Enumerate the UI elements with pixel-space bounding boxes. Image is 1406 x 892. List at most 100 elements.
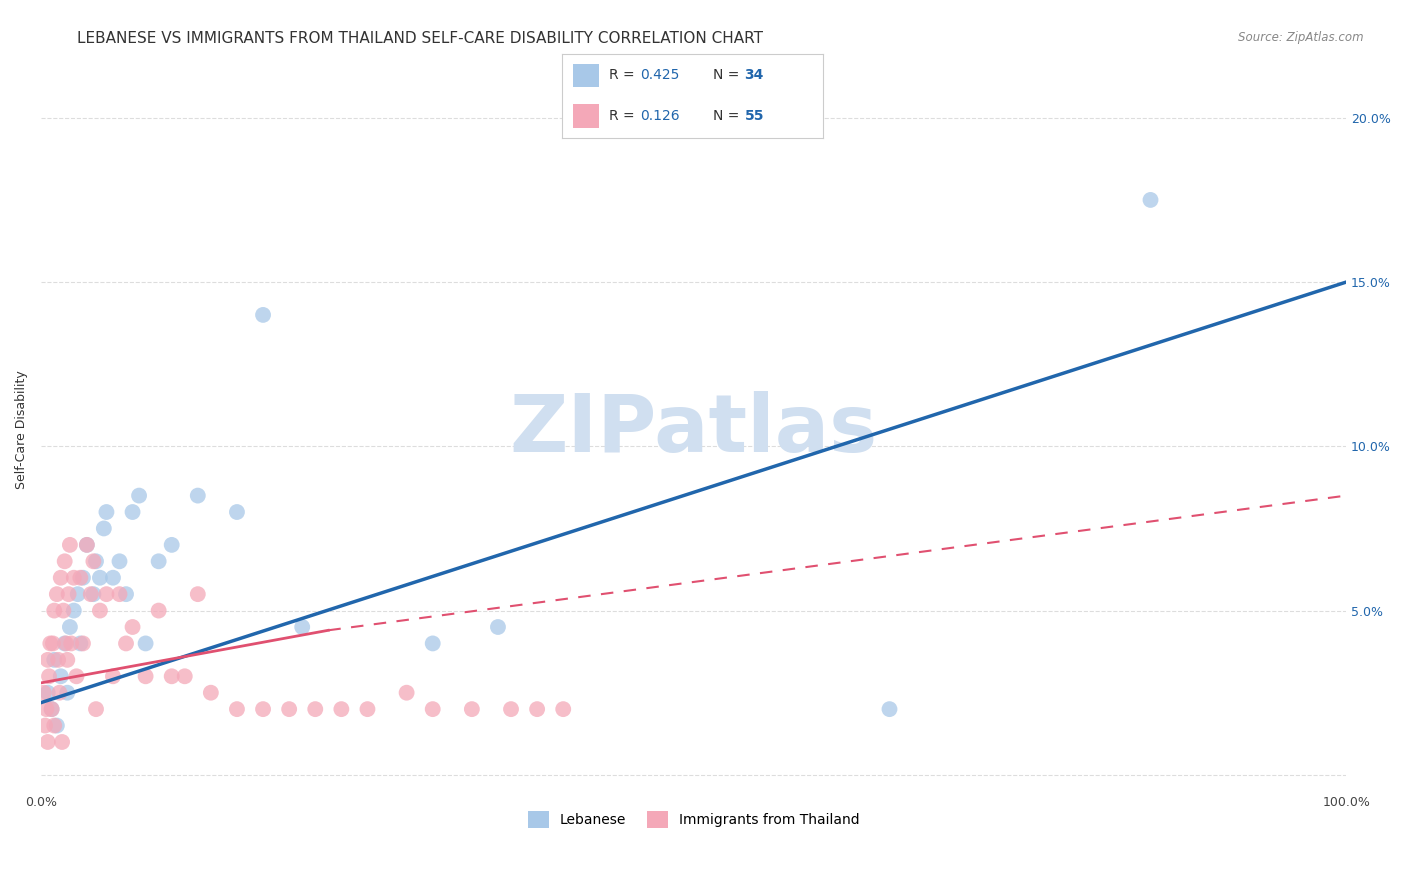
Point [34, 718, 56, 732]
Point [135, 636, 157, 650]
Text: Source: ZipAtlas.com: Source: ZipAtlas.com [1239, 31, 1364, 45]
Point [38, 669, 60, 683]
Point [395, 686, 418, 700]
Point [226, 702, 249, 716]
Point [553, 702, 575, 716]
Text: R =: R = [609, 109, 640, 123]
Point [69, 636, 91, 650]
Point [89, 571, 111, 585]
Point [93, 521, 115, 535]
Point [96, 505, 118, 519]
Point [66, 587, 89, 601]
Point [41, 702, 63, 716]
Point [80, 587, 103, 601]
Text: LEBANESE VS IMMIGRANTS FROM THAILAND SELF-CARE DISABILITY CORRELATION CHART: LEBANESE VS IMMIGRANTS FROM THAILAND SEL… [77, 31, 763, 46]
Point [76, 538, 98, 552]
Point [128, 489, 150, 503]
Text: 55: 55 [745, 109, 763, 123]
Point [46, 653, 69, 667]
Legend: Lebanese, Immigrants from Thailand: Lebanese, Immigrants from Thailand [522, 804, 866, 835]
Point [72, 571, 94, 585]
Point [252, 702, 274, 716]
Text: ZIPatlas: ZIPatlas [509, 391, 877, 469]
Point [121, 505, 143, 519]
Point [39, 636, 62, 650]
Point [56, 653, 79, 667]
Point [160, 669, 183, 683]
Point [48, 686, 70, 700]
Point [89, 604, 111, 618]
Point [45, 587, 67, 601]
Point [461, 702, 484, 716]
Point [226, 505, 249, 519]
Point [200, 686, 222, 700]
Point [422, 636, 444, 650]
Point [356, 702, 378, 716]
Point [526, 702, 548, 716]
Text: 0.425: 0.425 [641, 68, 681, 82]
Point [84, 702, 107, 716]
Y-axis label: Self-Care Disability: Self-Care Disability [15, 370, 28, 490]
Point [135, 669, 157, 683]
Point [37, 686, 59, 700]
Point [96, 587, 118, 601]
Point [278, 702, 301, 716]
Point [44, 718, 66, 732]
Point [486, 620, 509, 634]
Point [65, 669, 87, 683]
Point [49, 571, 72, 585]
Point [108, 587, 131, 601]
Point [304, 702, 326, 716]
Point [58, 587, 80, 601]
Point [82, 587, 104, 601]
Text: N =: N = [713, 68, 744, 82]
Point [45, 718, 67, 732]
Point [121, 620, 143, 634]
Point [69, 571, 91, 585]
Point [1139, 193, 1161, 207]
Point [51, 735, 73, 749]
Point [44, 653, 66, 667]
Point [187, 587, 209, 601]
Text: 34: 34 [745, 68, 763, 82]
Point [42, 636, 65, 650]
Point [252, 308, 274, 322]
Point [49, 669, 72, 683]
Text: N =: N = [713, 109, 744, 123]
Point [101, 571, 124, 585]
Text: 0.126: 0.126 [641, 109, 681, 123]
Point [55, 636, 77, 650]
Point [82, 554, 104, 568]
Point [63, 604, 86, 618]
Point [63, 571, 86, 585]
Point [59, 538, 82, 552]
Point [173, 669, 195, 683]
Bar [572, 63, 599, 87]
Text: R =: R = [609, 68, 640, 82]
Point [187, 489, 209, 503]
Point [148, 604, 170, 618]
Point [41, 702, 63, 716]
Point [330, 702, 353, 716]
Point [32, 686, 55, 700]
Point [108, 554, 131, 568]
Point [84, 554, 107, 568]
Point [115, 636, 138, 650]
Point [53, 554, 76, 568]
Point [115, 587, 138, 601]
Point [37, 653, 59, 667]
Point [72, 636, 94, 650]
Point [291, 620, 314, 634]
Point [37, 735, 59, 749]
Point [44, 604, 66, 618]
Point [148, 554, 170, 568]
Bar [572, 104, 599, 128]
Point [101, 669, 124, 683]
Point [499, 702, 522, 716]
Point [160, 538, 183, 552]
Point [422, 702, 444, 716]
Point [35, 702, 58, 716]
Point [53, 636, 76, 650]
Point [76, 538, 98, 552]
Point [59, 620, 82, 634]
